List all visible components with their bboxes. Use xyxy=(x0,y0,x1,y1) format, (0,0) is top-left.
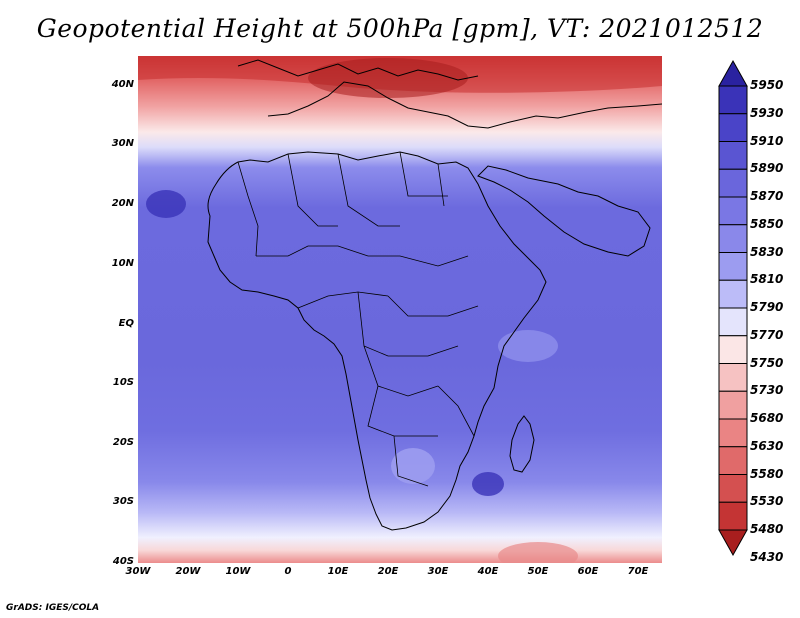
map-title: Geopotential Height at 500hPa [gpm], VT:… xyxy=(36,14,764,43)
colorbar-label: 5680 xyxy=(750,411,784,425)
europe-coastline xyxy=(237,59,479,81)
colorbar-label: 5630 xyxy=(750,438,784,453)
colorbar-box xyxy=(718,474,748,503)
colorbar-label: 5580 xyxy=(750,466,784,481)
country-borders xyxy=(237,151,479,487)
lon-label-30e: 30E xyxy=(427,566,449,577)
lat-label-10n: 10N xyxy=(111,258,134,269)
colorbar-label: 5810 xyxy=(750,272,784,287)
lon-label-60e: 60E xyxy=(577,566,599,577)
lat-label-40n: 40N xyxy=(111,79,134,90)
madagascar-coastline xyxy=(509,415,535,473)
colorbar-box xyxy=(718,224,748,253)
colorbar-cap-bottom xyxy=(718,529,748,556)
colorbar-box xyxy=(718,363,748,392)
northern-coastline xyxy=(267,81,662,129)
map-panel xyxy=(138,56,662,563)
colorbar xyxy=(718,60,748,556)
lat-label-20n: 20N xyxy=(111,198,134,209)
lon-label-10w: 10W xyxy=(225,566,251,577)
colorbar-box xyxy=(718,113,748,142)
colorbar-box xyxy=(718,168,748,198)
lon-label-20w: 20W xyxy=(175,566,201,577)
arabia-coastline xyxy=(477,165,651,257)
colorbar-label: 5530 xyxy=(750,494,784,509)
lat-label-30s: 30S xyxy=(112,496,134,507)
colorbar-box xyxy=(718,279,748,309)
colorbar-box xyxy=(718,501,748,531)
grads-credit: GrADS: IGES/COLA xyxy=(6,603,100,613)
colorbar-label: 5730 xyxy=(750,383,784,398)
colorbar-box xyxy=(718,446,748,475)
colorbar-box xyxy=(718,335,748,364)
colorbar-label: 5910 xyxy=(750,133,784,148)
colorbar-label: 5750 xyxy=(750,355,784,370)
weak-region-east xyxy=(498,330,558,362)
lon-label-30w: 30W xyxy=(125,566,151,577)
africa-coastline xyxy=(207,151,547,531)
lat-label-20s: 20S xyxy=(112,437,134,448)
lon-label-40e: 40E xyxy=(477,566,499,577)
colorbar-label: 5790 xyxy=(750,300,784,314)
colorbar-box xyxy=(718,390,748,420)
trough-south xyxy=(498,542,578,563)
colorbar-box xyxy=(718,252,748,281)
height-field-map xyxy=(138,56,662,563)
lat-label-eq: EQ xyxy=(118,318,134,329)
colorbar-label: 5870 xyxy=(750,189,784,203)
colorbar-label: 5950 xyxy=(750,78,784,92)
colorbar-label: 5770 xyxy=(750,327,784,342)
field-background xyxy=(138,56,662,563)
lat-label-10s: 10S xyxy=(112,377,134,388)
lon-label-50e: 50E xyxy=(527,566,549,577)
coastlines xyxy=(207,59,662,531)
colorbar-label: 5480 xyxy=(750,522,784,536)
colorbar-label: 5850 xyxy=(750,216,784,231)
colorbar-box xyxy=(718,196,748,226)
high-center-west-africa xyxy=(146,190,186,218)
colorbar-cap-top xyxy=(718,60,748,87)
lon-label-70e: 70E xyxy=(627,566,649,577)
lat-label-40s: 40S xyxy=(112,556,134,567)
colorbar-label: 5430 xyxy=(750,549,784,564)
colorbar-box xyxy=(718,141,748,170)
colorbar-box xyxy=(718,307,748,337)
colorbar-box xyxy=(718,418,748,448)
colorbar-label: 5930 xyxy=(750,105,784,120)
lat-label-30n: 30N xyxy=(111,138,134,149)
low-center-shading xyxy=(308,58,468,98)
lon-label-10e: 10E xyxy=(327,566,349,577)
colorbar-box xyxy=(718,85,748,115)
lon-label-0: 0 xyxy=(284,566,292,577)
lon-label-20e: 20E xyxy=(377,566,399,577)
colorbar-label: 5890 xyxy=(750,161,784,176)
colorbar-label: 5830 xyxy=(750,244,784,259)
weak-region-south xyxy=(391,448,435,484)
high-center-madagascar xyxy=(472,472,504,496)
